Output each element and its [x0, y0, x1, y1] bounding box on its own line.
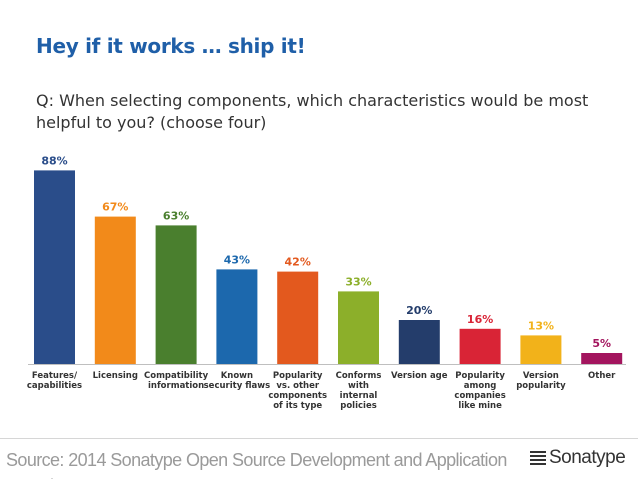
- category-label: Features/capabilities: [27, 371, 82, 391]
- bar: [459, 328, 501, 364]
- logo-text: Sonatype: [549, 447, 626, 468]
- bar-value-label: 67%: [102, 201, 128, 214]
- footer-divider: [0, 438, 638, 439]
- category-label: Popularity vs. other components of its type: [268, 371, 327, 411]
- category-label: Compatibility information: [144, 371, 209, 391]
- bar: [216, 269, 258, 364]
- bar-chart: 88% Features/capabilities 67% Licensing 63% C…: [27, 154, 626, 411]
- bar-value-label: 13%: [528, 319, 554, 332]
- bar: [520, 335, 562, 364]
- bar: [338, 291, 379, 364]
- sonatype-logo-icon: [530, 451, 546, 465]
- category-label: Licensing: [93, 371, 138, 381]
- bar-value-label: 43%: [224, 253, 250, 266]
- bar-value-label: 20%: [406, 304, 432, 317]
- bar-value-label: 63%: [163, 209, 189, 222]
- survey-question: Q: When selecting components, which char…: [36, 91, 589, 132]
- bar-value-label: 88%: [41, 154, 67, 167]
- category-label: Known security flaws: [204, 371, 271, 391]
- source-citation: Source: 2014 Sonatype Open Source Develo…: [6, 450, 507, 479]
- category-label: Popularity among companies like mine: [454, 371, 505, 411]
- bar: [277, 271, 319, 364]
- category-label: Version age: [391, 371, 448, 381]
- slide-title: Hey if it works … ship it!: [36, 34, 306, 58]
- bar-value-label: 33%: [345, 275, 371, 288]
- category-label: Version popularity: [516, 371, 566, 391]
- bar-value-label: 42%: [285, 256, 311, 269]
- bar: [581, 353, 623, 364]
- bar: [34, 170, 75, 364]
- bar: [398, 320, 440, 364]
- category-label: Conforms with internal policies: [336, 371, 382, 411]
- bar-value-label: 16%: [467, 313, 493, 326]
- sonatype-logo: Sonatype: [528, 447, 626, 469]
- bar: [94, 216, 136, 364]
- category-label: Other: [588, 371, 616, 381]
- bar-value-label: 5%: [592, 337, 611, 350]
- bar: [155, 225, 197, 364]
